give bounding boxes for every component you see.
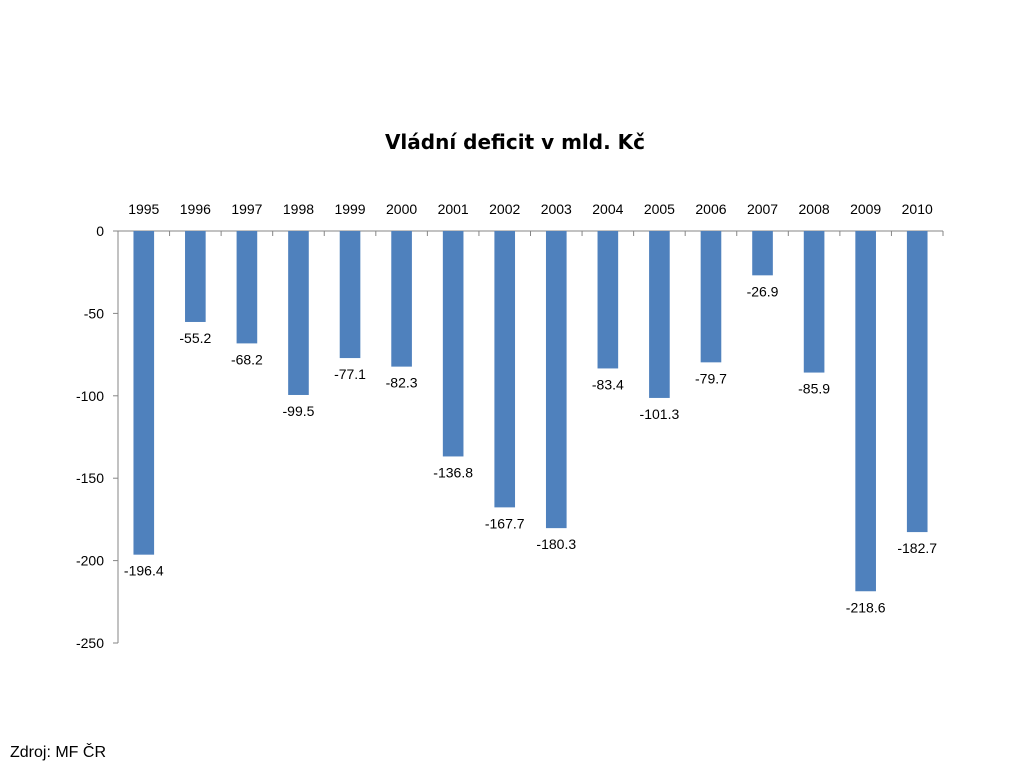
y-tick-label: -250 <box>76 635 104 651</box>
data-label-1996: -55.2 <box>179 330 211 346</box>
data-label-1998: -99.5 <box>283 403 315 419</box>
data-label-2009: -218.6 <box>846 599 886 615</box>
bar-2004 <box>597 231 619 369</box>
bar-2009 <box>855 231 876 592</box>
bars <box>133 231 928 592</box>
bar-2000 <box>391 231 412 367</box>
y-tick-labels: 0 -50 -100 -150 -200 -250 <box>76 223 104 651</box>
x-tick-label: 2000 <box>386 201 417 217</box>
x-tick-label: 2009 <box>850 201 881 217</box>
bar-2001 <box>442 231 464 457</box>
x-tick-label: 2006 <box>695 201 726 217</box>
bar-2006 <box>700 231 722 363</box>
x-tick-label: 2005 <box>644 201 675 217</box>
x-tick-labels: 1995 1996 1997 1998 1999 2000 2001 2002 2003 2004… <box>128 201 933 217</box>
chart-title: Vládní deficit v mld. Kč <box>384 130 646 154</box>
data-label-2010: -182.7 <box>897 540 937 556</box>
data-label-2001: -136.8 <box>433 464 473 480</box>
y-tick-label: -150 <box>76 470 104 486</box>
x-tick-label: 2007 <box>747 201 778 217</box>
data-labels: -196.4 -55.2 -68.2 -99.5 -77.1 -82.3 -136.8 -16… <box>124 283 937 615</box>
source-note: Zdroj: MF ČR <box>10 744 106 761</box>
x-tick-label: 2003 <box>541 201 572 217</box>
data-label-1995: -196.4 <box>124 563 164 579</box>
x-tick-label: 2008 <box>799 201 830 217</box>
bar-2003 <box>545 231 567 529</box>
x-tick-label: 2010 <box>902 201 933 217</box>
data-label-1999: -77.1 <box>334 366 366 382</box>
bar-1995 <box>133 231 155 555</box>
bar-1998 <box>288 231 309 395</box>
x-tick-label: 1998 <box>283 201 314 217</box>
bar-2002 <box>494 231 516 508</box>
x-tick-label: 1999 <box>334 201 365 217</box>
bar-2008 <box>803 231 825 373</box>
bar-1999 <box>339 231 361 359</box>
bar-1997 <box>236 231 258 344</box>
bar-2010 <box>906 231 928 533</box>
bar-1996 <box>185 231 206 322</box>
data-label-2008: -85.9 <box>798 381 830 397</box>
bar-2005 <box>649 231 670 398</box>
x-tick-label: 1997 <box>231 201 262 217</box>
x-tick-label: 1996 <box>180 201 211 217</box>
y-tick-label: -200 <box>76 553 104 569</box>
x-tick-label: 2004 <box>592 201 623 217</box>
data-label-1997: -68.2 <box>231 351 263 367</box>
x-tick-label: 1995 <box>128 201 159 217</box>
data-label-2006: -79.7 <box>695 370 727 386</box>
data-label-2005: -101.3 <box>640 406 680 422</box>
y-tick-label: 0 <box>96 223 104 239</box>
data-label-2000: -82.3 <box>386 375 418 391</box>
y-tick-label: -100 <box>76 388 104 404</box>
data-label-2004: -83.4 <box>592 376 624 392</box>
bar-2007 <box>752 231 773 276</box>
x-tick-label: 2001 <box>438 201 469 217</box>
x-tick-label: 2002 <box>489 201 520 217</box>
data-label-2002: -167.7 <box>485 515 525 531</box>
y-tick-label: -50 <box>84 305 104 321</box>
data-label-2007: -26.9 <box>747 283 779 299</box>
data-label-2003: -180.3 <box>536 536 576 552</box>
